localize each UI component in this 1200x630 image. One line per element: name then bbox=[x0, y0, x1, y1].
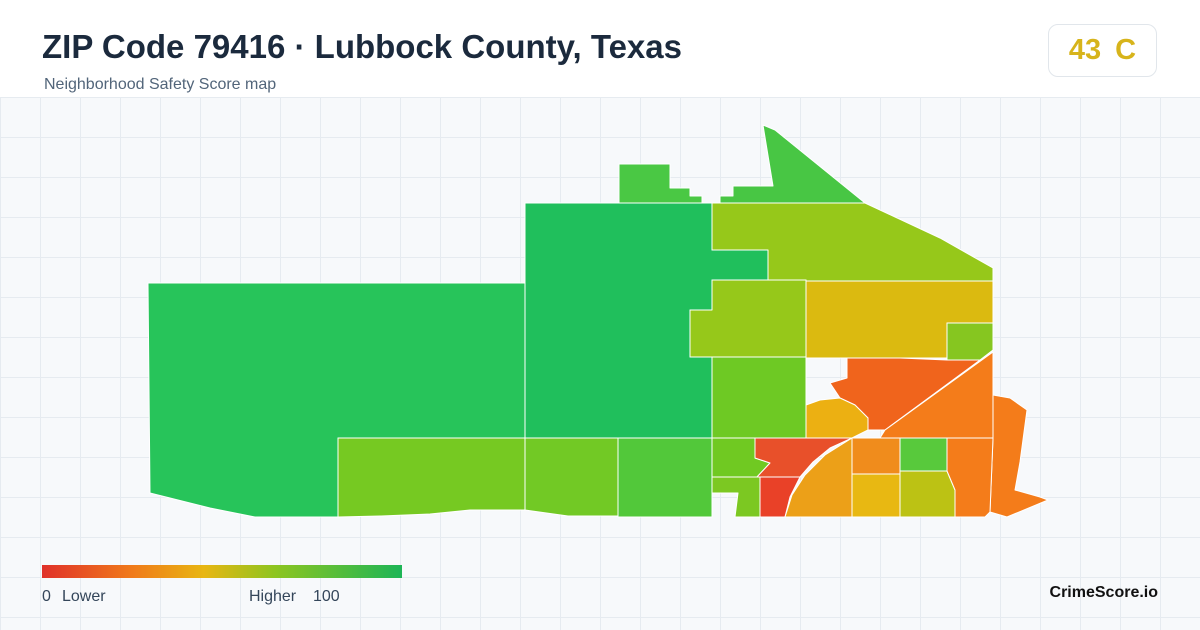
map-region[interactable] bbox=[337, 437, 526, 518]
brand-logo-text[interactable]: CrimeScore.io bbox=[1049, 584, 1158, 601]
map-region[interactable] bbox=[851, 473, 901, 518]
map-region[interactable] bbox=[719, 124, 866, 204]
map-region[interactable] bbox=[711, 476, 761, 518]
map-region[interactable] bbox=[851, 437, 901, 475]
map-region[interactable] bbox=[899, 470, 956, 518]
header-panel bbox=[0, 0, 1200, 97]
legend-higher-label: Higher bbox=[249, 588, 297, 605]
map-region[interactable] bbox=[946, 437, 994, 518]
score-grade: C bbox=[1115, 34, 1137, 66]
map-region[interactable] bbox=[946, 322, 994, 361]
score-value: 43 bbox=[1068, 34, 1102, 66]
page-subtitle: Neighborhood Safety Score map bbox=[44, 76, 277, 93]
page-title: ZIP Code 79416 · Lubbock County, Texas bbox=[42, 28, 682, 65]
map-region[interactable] bbox=[617, 437, 713, 518]
legend-gradient-bar bbox=[42, 565, 402, 578]
map-region[interactable] bbox=[989, 394, 1049, 518]
map-region[interactable] bbox=[689, 279, 807, 358]
map-region[interactable] bbox=[899, 437, 948, 472]
legend-max-value: 100 bbox=[313, 588, 340, 605]
map-region[interactable] bbox=[618, 163, 703, 204]
map-region[interactable] bbox=[524, 437, 619, 517]
legend-lower-label: Lower bbox=[62, 588, 106, 605]
score-badge: 43 C bbox=[1048, 24, 1157, 77]
legend-min-value: 0 bbox=[42, 588, 51, 605]
map-region[interactable] bbox=[711, 356, 807, 439]
